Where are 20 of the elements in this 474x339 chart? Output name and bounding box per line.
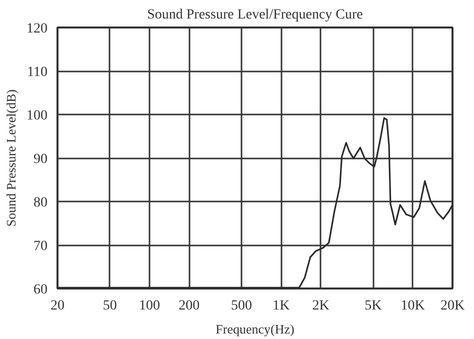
x-tick-label: 50	[102, 298, 117, 314]
x-axis-title: Frequency(Hz)	[216, 322, 294, 336]
x-tick-label: 5K	[364, 298, 382, 314]
y-tick-label: 120	[26, 22, 48, 36]
x-tick-label: 20K	[440, 298, 465, 314]
y-tick-label: 100	[26, 108, 48, 124]
x-tick-label: 20	[50, 298, 64, 314]
x-tick-label: 10K	[400, 298, 425, 314]
y-tick-label: 90	[34, 152, 48, 167]
x-tick-label: 500	[231, 298, 252, 314]
y-tick-label: 110	[27, 65, 48, 80]
x-tick-label: 1K	[272, 298, 290, 314]
y-tick-label: 70	[34, 239, 48, 254]
chart-title: Sound Pressure Level/Frequency Cure	[147, 8, 363, 22]
y-axis-title: Sound Pressure Level(dB)	[4, 89, 18, 227]
y-tick-label: 80	[34, 196, 48, 210]
x-tick-label: 100	[139, 298, 160, 314]
x-tick-label: 200	[178, 298, 200, 314]
x-tick-label: 2K	[312, 298, 330, 314]
y-tick-label: 60	[34, 282, 48, 298]
